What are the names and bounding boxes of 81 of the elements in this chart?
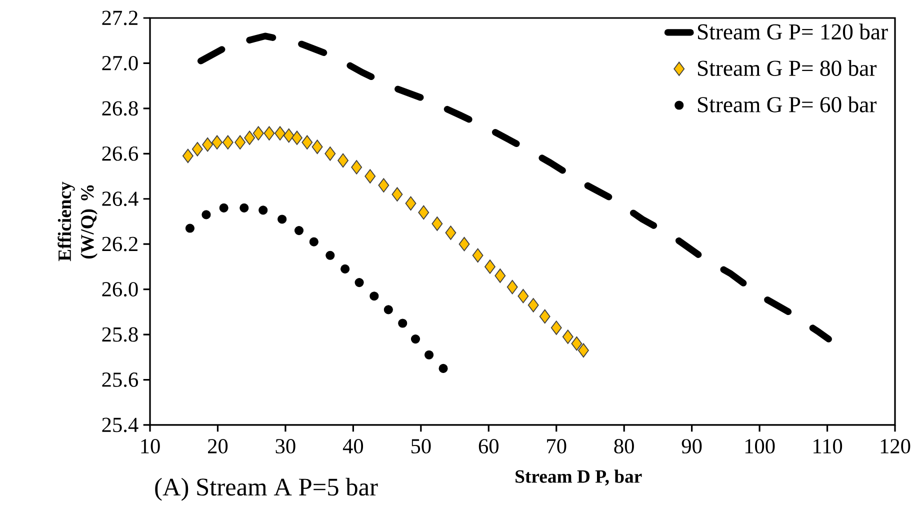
x-tick-label: 80 (614, 439, 634, 454)
legend-label: Stream G P= 120 bar (698, 24, 888, 40)
y-tick-label: 26.8 (102, 101, 138, 116)
y-tick-label: 26.6 (102, 146, 138, 161)
point (528, 298, 539, 312)
point (283, 128, 294, 143)
point (192, 142, 203, 156)
x-tick-label: 20 (208, 439, 228, 454)
point (354, 278, 364, 288)
y-tick-label: 26.0 (102, 282, 138, 297)
x-tick-label: 50 (411, 439, 431, 454)
point (578, 343, 589, 358)
text: (A) Stream A P=5 bar (155, 478, 378, 501)
point (472, 248, 484, 263)
y-axis-title: Efficiency (W/Q) % (58, 182, 98, 262)
x-tick-label: 70 (547, 439, 566, 454)
point (324, 146, 336, 161)
point (274, 126, 286, 140)
point (292, 130, 302, 145)
point (438, 364, 448, 373)
y-tick-label: 27.0 (102, 56, 138, 70)
y-tick-label: 25.6 (102, 372, 138, 387)
point (240, 203, 249, 212)
x-tick-label: 10 (141, 439, 160, 454)
point (445, 226, 456, 240)
point (370, 292, 379, 301)
y-tick-label: 27.2 (102, 10, 138, 26)
legend-label: Stream G P= 60 bar (698, 96, 877, 112)
point (484, 260, 496, 274)
point (458, 236, 470, 252)
y-tick-label: 26.4 (102, 192, 138, 206)
point (219, 203, 228, 212)
point (340, 264, 350, 274)
point (212, 135, 223, 150)
point (202, 210, 211, 220)
point (222, 135, 234, 150)
point (252, 126, 264, 140)
point (234, 135, 246, 150)
y-tick-label: 25.8 (102, 327, 138, 342)
point (294, 226, 304, 236)
x-axis-title: Stream D P, bar (516, 470, 642, 486)
point (392, 187, 403, 202)
point (494, 268, 506, 283)
point (264, 126, 275, 140)
point (182, 148, 194, 164)
point (571, 336, 582, 351)
point (418, 205, 430, 220)
point (398, 318, 408, 328)
y-tick-label: 26.2 (102, 236, 138, 252)
point (338, 153, 349, 168)
point (309, 237, 318, 246)
point (384, 305, 393, 314)
x-tick-label: 110 (814, 439, 842, 454)
point (351, 160, 362, 174)
x-tick-label: 100 (745, 439, 775, 454)
point (364, 169, 376, 184)
point (405, 196, 416, 211)
point (202, 137, 214, 152)
point (506, 280, 518, 294)
point (278, 214, 287, 224)
point (378, 178, 390, 192)
point (326, 250, 335, 260)
x-tick-label: 60 (478, 439, 498, 454)
point (410, 334, 420, 344)
point (312, 140, 323, 154)
x-tick-label: 30 (276, 439, 296, 454)
point (258, 206, 268, 215)
point (539, 309, 550, 324)
legend-label: Stream G P= 80 bar (698, 60, 877, 76)
point (562, 330, 574, 344)
point (424, 350, 434, 360)
point (185, 224, 194, 233)
x-tick-label: 40 (342, 439, 364, 454)
point (550, 320, 562, 335)
point (518, 288, 529, 304)
y-tick-label: 25.4 (102, 418, 138, 432)
x-tick-label: 90 (682, 439, 702, 454)
point (244, 130, 256, 145)
x-tick-label: 120 (880, 439, 910, 454)
point (432, 216, 443, 231)
point (302, 135, 313, 150)
